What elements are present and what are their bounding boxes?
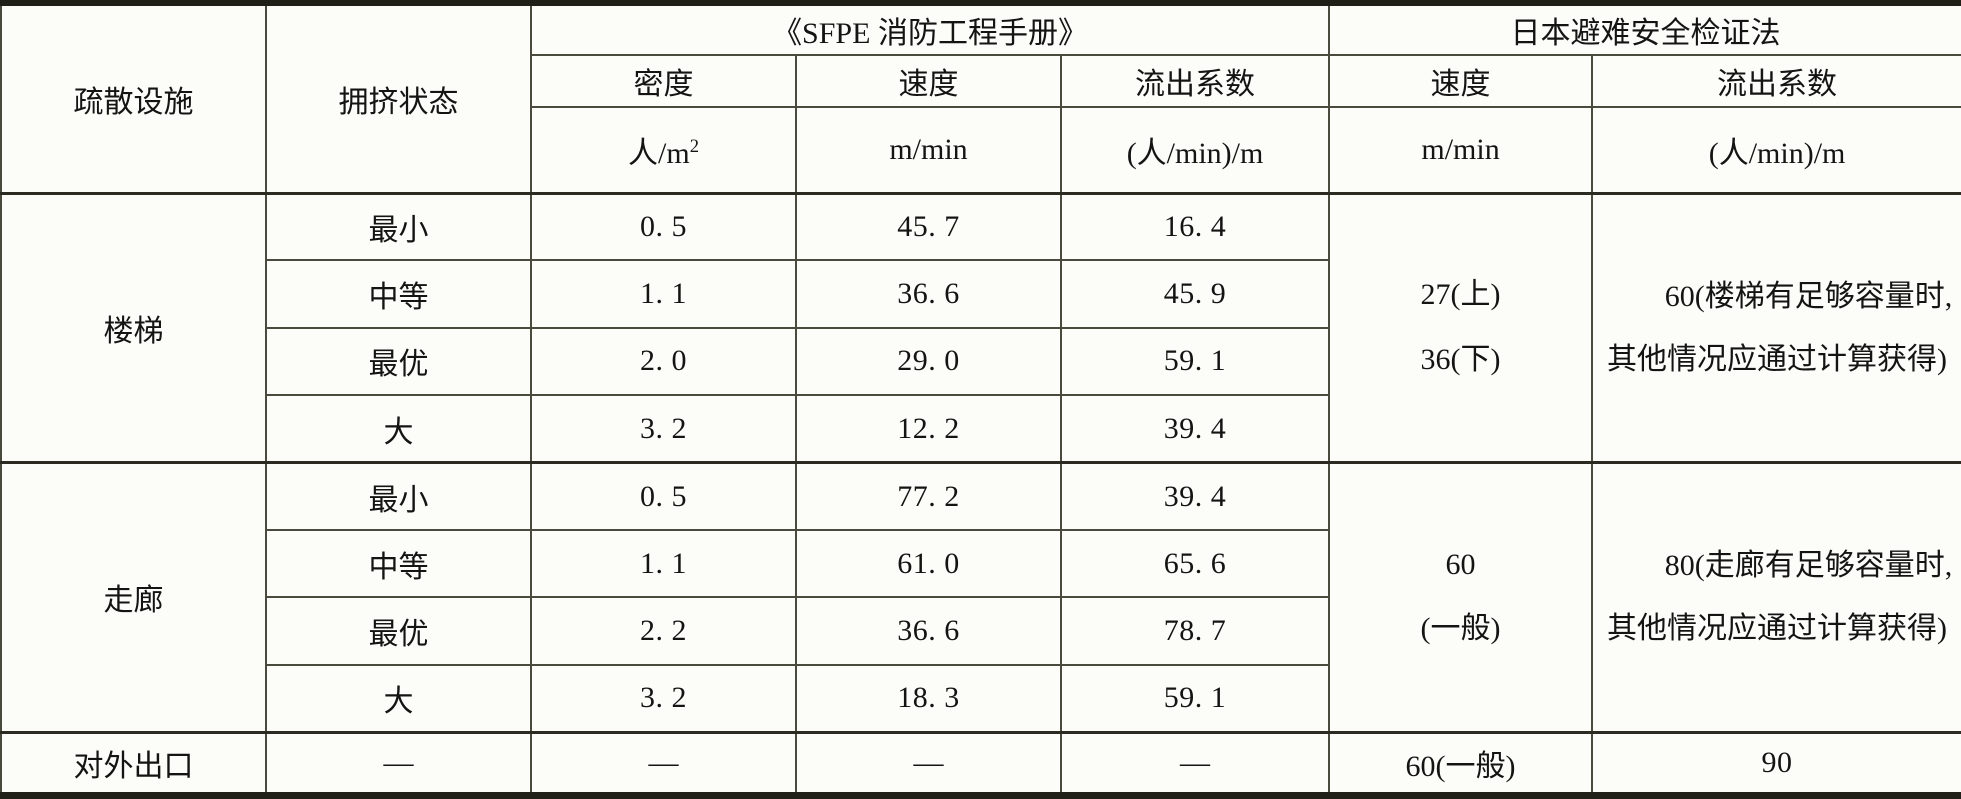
header-flow-coefficient: 流出系数 bbox=[1059, 54, 1331, 108]
cell-density: 1. 1 bbox=[530, 259, 797, 329]
cell-flow: 45. 9 bbox=[1059, 259, 1331, 329]
cell-state: 大 bbox=[265, 663, 532, 734]
cell-flow: 59. 1 bbox=[1059, 326, 1331, 397]
japan-speed-qualifier: (一般) bbox=[1420, 612, 1501, 646]
cell-speed: 18. 3 bbox=[795, 663, 1062, 734]
unit-japan-speed: m/min bbox=[1328, 106, 1594, 194]
cell-speed: 61. 0 bbox=[795, 528, 1062, 599]
cell-flow-dash: — bbox=[1059, 730, 1331, 797]
cell-state: 最优 bbox=[265, 326, 532, 397]
cell-state: 最优 bbox=[265, 596, 532, 666]
header-group-sfpe-handbook: 《SFPE 消防工程手册》 bbox=[529, 2, 1331, 56]
cell-density: 0. 5 bbox=[530, 191, 797, 262]
header-japan-flow-coefficient: 流出系数 bbox=[1591, 54, 1961, 108]
unit-japan-flow: (人/min)/m bbox=[1591, 106, 1961, 194]
cell-japan-flow-stairs-note: 60(楼梯有足够容量时,其他情况应通过计算获得) bbox=[1591, 191, 1961, 464]
cell-state: 中等 bbox=[265, 259, 532, 329]
cell-state: 最小 bbox=[265, 191, 532, 262]
cell-japan-speed-exit: 60(一般) bbox=[1328, 730, 1594, 797]
cell-flow: 59. 1 bbox=[1059, 663, 1331, 734]
cell-speed: 77. 2 bbox=[795, 461, 1062, 531]
cell-speed: 12. 2 bbox=[795, 394, 1062, 464]
cell-speed: 36. 6 bbox=[795, 596, 1062, 666]
cell-japan-speed-stairs: 27(上) 36(下) bbox=[1328, 191, 1594, 464]
header-group-japan-method: 日本避难安全检证法 bbox=[1328, 2, 1961, 56]
cell-state: 中等 bbox=[265, 528, 532, 599]
cell-japan-flow-exit: 90 bbox=[1591, 730, 1961, 797]
unit-density-base: 人/m bbox=[628, 136, 690, 170]
cell-japan-speed-corridor: 60 (一般) bbox=[1328, 461, 1594, 734]
header-density: 密度 bbox=[530, 54, 797, 108]
facility-stairs: 楼梯 bbox=[0, 191, 267, 464]
header-facility: 疏散设施 bbox=[0, 2, 267, 194]
cell-density: 3. 2 bbox=[530, 663, 797, 734]
cell-density: 0. 5 bbox=[530, 461, 797, 531]
cell-density: 3. 2 bbox=[530, 394, 797, 464]
cell-density: 1. 1 bbox=[530, 528, 797, 599]
header-japan-speed: 速度 bbox=[1328, 54, 1594, 108]
unit-density: 人/m2 bbox=[530, 106, 797, 194]
cell-flow: 39. 4 bbox=[1059, 461, 1331, 531]
cell-flow: 78. 7 bbox=[1059, 596, 1331, 666]
cell-state: 最小 bbox=[265, 461, 532, 531]
facility-exterior-exit: 对外出口 bbox=[0, 730, 267, 797]
cell-density-dash: — bbox=[530, 730, 797, 797]
cell-flow: 65. 6 bbox=[1059, 528, 1331, 599]
cell-speed: 45. 7 bbox=[795, 191, 1062, 262]
cell-speed: 29. 0 bbox=[795, 326, 1062, 397]
facility-corridor: 走廊 bbox=[0, 461, 267, 734]
cell-flow: 16. 4 bbox=[1059, 191, 1331, 262]
unit-speed: m/min bbox=[795, 106, 1062, 194]
japan-speed-down: 36(下) bbox=[1420, 342, 1501, 376]
unit-flow: (人/min)/m bbox=[1059, 106, 1331, 194]
cell-state-dash: — bbox=[265, 730, 532, 797]
cell-density: 2. 0 bbox=[530, 326, 797, 397]
cell-speed-dash: — bbox=[795, 730, 1062, 797]
cell-japan-flow-corridor-note: 80(走廊有足够容量时,其他情况应通过计算获得) bbox=[1591, 461, 1961, 734]
header-crowding-state: 拥挤状态 bbox=[265, 2, 532, 194]
cell-speed: 36. 6 bbox=[795, 259, 1062, 329]
cell-density: 2. 2 bbox=[530, 596, 797, 666]
cell-state: 大 bbox=[265, 394, 532, 464]
japan-speed-value: 60 bbox=[1445, 547, 1476, 581]
japan-speed-up: 27(上) bbox=[1420, 278, 1501, 312]
header-speed: 速度 bbox=[795, 54, 1062, 108]
unit-density-sup: 2 bbox=[689, 135, 699, 157]
cell-flow: 39. 4 bbox=[1059, 394, 1331, 464]
